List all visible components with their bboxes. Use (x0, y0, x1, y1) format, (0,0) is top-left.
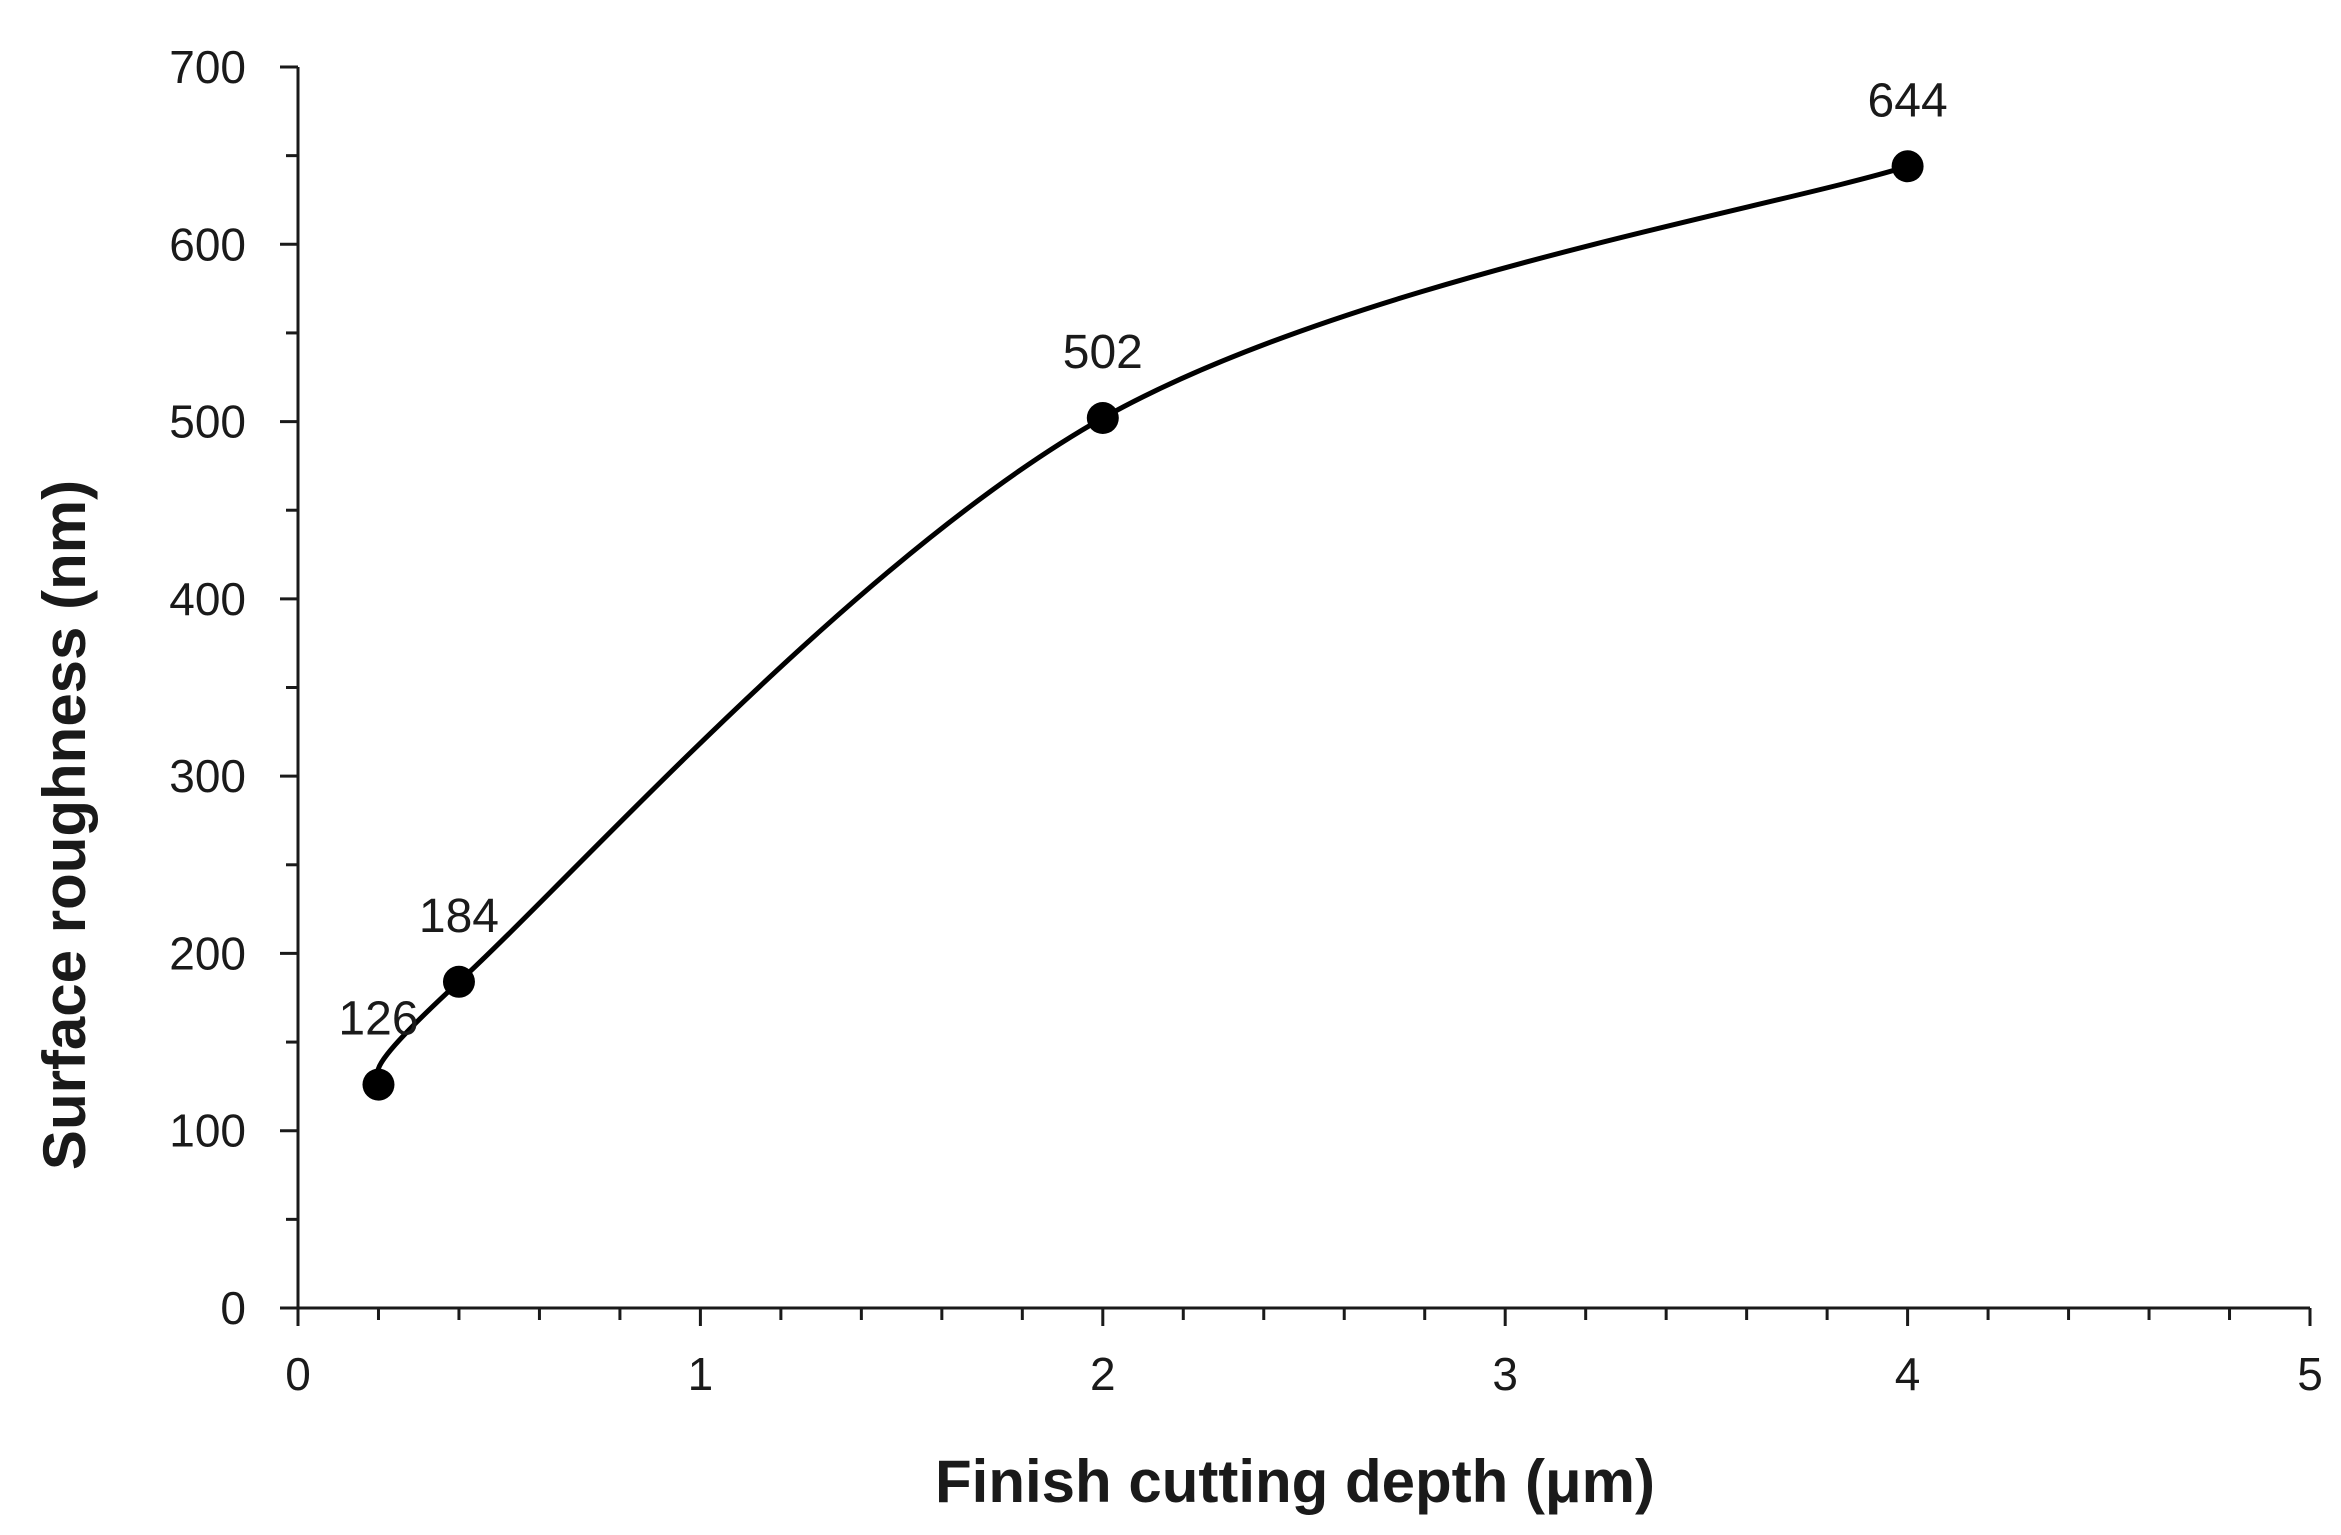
y-tick-label: 300 (169, 750, 246, 802)
y-tick-label: 100 (169, 1105, 246, 1157)
x-tick-label: 4 (1895, 1348, 1921, 1400)
y-tick-label: 600 (169, 218, 246, 270)
y-tick-label: 0 (220, 1282, 246, 1334)
y-tick-label: 200 (169, 927, 246, 979)
y-ticks: 0 100 200 300 400 500 600 700 (169, 41, 298, 1334)
y-tick-label: 700 (169, 41, 246, 93)
data-label: 126 (338, 993, 418, 1046)
x-tick-label: 0 (285, 1348, 311, 1400)
x-tick-label: 5 (2297, 1348, 2323, 1400)
data-point (1086, 402, 1119, 435)
data-point (362, 1068, 395, 1101)
x-axis-title: Finish cutting depth (μm) (935, 1448, 1655, 1515)
x-tick-label: 2 (1090, 1348, 1116, 1400)
data-point (1891, 150, 1924, 183)
x-ticks: 0 1 2 3 4 5 (285, 1308, 2323, 1400)
y-tick-label: 400 (169, 573, 246, 625)
x-tick-label: 3 (1492, 1348, 1518, 1400)
data-label: 184 (419, 890, 499, 943)
axes (296, 67, 2310, 1310)
y-tick-label: 500 (169, 396, 246, 448)
data-label: 644 (1868, 74, 1948, 127)
data-label: 502 (1063, 326, 1143, 379)
y-axis-title: Surface roughness (nm) (31, 480, 98, 1170)
series-line (375, 163, 1909, 1087)
x-tick-label: 1 (688, 1348, 714, 1400)
data-point (442, 965, 475, 998)
